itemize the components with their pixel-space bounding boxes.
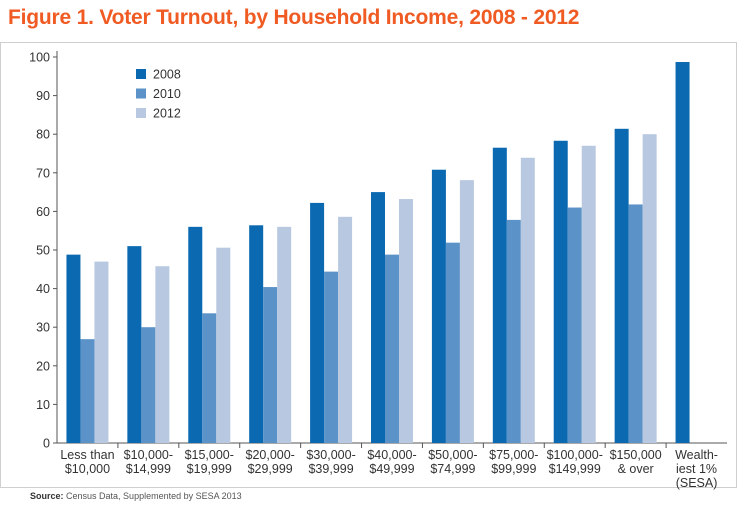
y-tick-label: 60 [36, 205, 50, 219]
bar-2008 [188, 226, 203, 443]
bar-2008 [371, 192, 385, 443]
bar-2012 [520, 157, 535, 443]
bar-2010 [324, 271, 339, 443]
y-tick-label: 70 [36, 166, 50, 180]
bar-2010 [567, 207, 582, 443]
y-tick-label: 90 [36, 89, 50, 103]
bar-2010 [202, 313, 217, 443]
bar-2010 [141, 327, 156, 443]
bar-2010 [445, 242, 460, 443]
source-text: Census Data, Supplemented by SESA 2013 [66, 491, 242, 501]
y-tick-label: 20 [36, 359, 50, 373]
x-tick-label: $30,000-$39,999 [306, 448, 355, 476]
x-tick-label: $100,000-$149,999 [547, 448, 603, 476]
bar-2012 [338, 216, 353, 443]
y-tick-label: 100 [29, 51, 50, 65]
x-tick-label: $15,000-$19,999 [185, 448, 234, 476]
bar-2010 [80, 339, 95, 443]
bar-2008 [675, 62, 690, 443]
bar-2008 [492, 147, 507, 443]
bar-2012 [581, 145, 596, 443]
source-note: Source: Census Data, Supplemented by SES… [30, 491, 242, 501]
legend-label-2010: 2010 [153, 87, 181, 101]
bar-2010 [385, 254, 399, 443]
x-tick-label: $20,000-$29,999 [246, 448, 295, 476]
x-tick-label: Less than $10,000 [60, 448, 114, 476]
x-tick-label: $50,000-$74,999 [428, 448, 477, 476]
bar-2012 [399, 199, 413, 443]
y-tick-label: 50 [36, 244, 50, 258]
bar-2010 [506, 219, 521, 443]
legend-swatch-2010 [136, 88, 146, 99]
y-tick-label: 40 [36, 282, 50, 296]
legend-label-2008: 2008 [153, 68, 181, 82]
bar-2008 [127, 246, 142, 443]
bar-2008 [553, 140, 568, 443]
bar-2008 [66, 254, 81, 443]
bar-2012 [642, 134, 657, 443]
x-tick-label: $40,000-$49,999 [367, 448, 416, 476]
bar-2008 [431, 169, 446, 443]
bar-2012 [155, 266, 170, 443]
bar-2010 [628, 204, 643, 443]
y-tick-label: 10 [36, 398, 50, 412]
y-tick-label: 0 [43, 437, 50, 451]
bar-2008 [310, 202, 325, 443]
x-tick-label: $10,000-$14,999 [124, 448, 173, 476]
bar-2008 [614, 128, 629, 443]
bar-2008 [249, 225, 264, 443]
bar-2012 [459, 180, 474, 443]
legend-label-2012: 2012 [153, 107, 181, 121]
bar-2012 [94, 261, 109, 443]
chart-title: Figure 1. Voter Turnout, by Household In… [8, 6, 580, 29]
x-tick-label: $150,000 & over [610, 448, 662, 476]
x-tick-label: Wealth-iest 1% (SESA) [675, 448, 718, 490]
bar-2012 [277, 226, 292, 443]
legend-swatch-2008 [136, 69, 146, 79]
x-tick-label: $75,000-$99,999 [489, 448, 538, 476]
bar-2012 [216, 247, 231, 443]
legend-swatch-2012 [136, 108, 146, 118]
source-label: Source: [30, 491, 64, 501]
bar-2010 [263, 287, 278, 443]
y-tick-label: 30 [36, 321, 50, 335]
y-tick-label: 80 [36, 128, 50, 142]
